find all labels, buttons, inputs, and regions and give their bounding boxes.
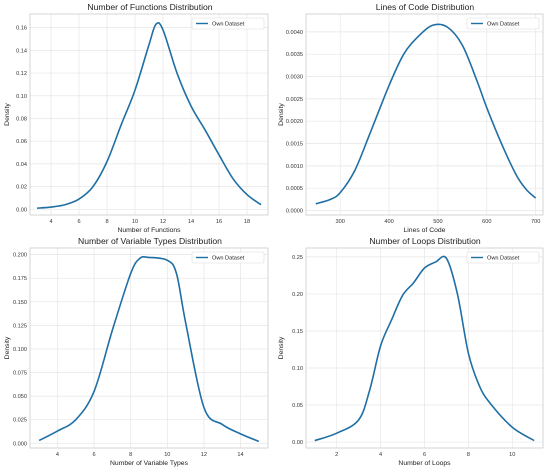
y-tick-label: 0.02 [16,185,27,191]
series-line-1 [314,255,535,442]
legend-label: Own Dataset [212,256,245,262]
y-tick-label: 0.050 [13,394,27,400]
y-axis-label: Density [4,336,11,359]
legend-box [191,251,265,264]
plot-area [306,14,543,215]
y-tick-label: 0.00 [16,207,27,213]
chart-title: Number of Loops Distribution [369,236,481,246]
y-tick-label: 0.15 [292,329,303,335]
x-tick-label: 12 [201,452,207,458]
plot-frame [305,13,544,216]
legend-label: Own Dataset [487,22,520,28]
y-tick-label: 0.10 [16,94,27,100]
series-line-1 [36,22,262,209]
plot-area [30,14,268,215]
series-line-1 [38,255,260,443]
legend-box [466,17,540,30]
x-tick-label: 300 [336,219,345,225]
chart-panel-2: 300 400 500 600 700 0.0000 0.0005 0.0010 0.0015 0… [278,2,544,234]
y-tick-label: 0.025 [13,418,27,424]
x-tick-label: 6 [93,452,96,458]
legend-box [466,251,540,264]
y-axis-label: Density [278,103,285,126]
x-tick-label: 700 [531,219,540,225]
y-tick-label: 0.00 [292,440,303,446]
y-tick-label: 0.04 [16,162,27,168]
plot-area [30,248,268,448]
series-line-1 [315,23,537,205]
y-tick-label: 0.0015 [286,142,303,148]
y-tick-label: 0.14 [16,48,27,54]
chart-panel-4: 2 4 6 8 10 0.00 0.05 0.10 0.15 0.20 0.25 Number of … [278,236,544,467]
legend-label: Own Dataset [487,256,520,262]
chart-title: Number of Functions Distribution [87,2,212,12]
y-tick-label: 0.0030 [286,75,303,81]
y-tick-label: 0.100 [13,347,27,353]
x-tick-label: 400 [384,219,393,225]
x-tick-label: 500 [433,219,442,225]
x-axis-label: Number of Loops [398,460,451,467]
y-tick-label: 0.0020 [286,119,303,125]
y-axis-label: Density [278,336,285,359]
plot-frame [29,13,269,216]
y-tick-label: 0.20 [292,292,303,298]
x-tick-label: 16 [216,219,222,225]
chart-panel-1: 4 6 8 10 12 14 16 18 0.00 0.02 0.04 0.06 0.08 0.10 0.1… [4,2,269,234]
x-axis-label: Number of Variable Types [110,460,189,467]
y-tick-label: 0.0000 [286,209,303,215]
x-tick-label: 12 [160,219,166,225]
chart-title: Number of Variable Types Distribution [78,236,222,246]
legend-label: Own Dataset [212,22,245,28]
x-tick-label: 8 [105,219,108,225]
x-tick-label: 8 [129,452,132,458]
legend-box [191,17,265,30]
x-tick-label: 6 [423,452,426,458]
x-tick-label: 600 [482,219,491,225]
y-tick-label: 0.0025 [286,97,303,103]
x-tick-label: 10 [132,219,138,225]
y-tick-label: 0.200 [13,253,27,259]
x-tick-label: 4 [379,452,382,458]
y-tick-label: 0.175 [13,276,27,282]
x-axis-label: Number of Functions [117,227,181,234]
plot-frame [29,247,269,449]
y-tick-label: 0.0010 [286,164,303,170]
x-tick-label: 14 [237,452,243,458]
x-tick-label: 10 [164,452,170,458]
y-tick-label: 0.150 [13,300,27,306]
y-tick-label: 0.0035 [286,52,303,58]
y-tick-label: 0.06 [16,139,27,145]
y-tick-label: 0.0005 [286,186,303,192]
y-tick-label: 0.16 [16,26,27,32]
y-tick-label: 0.08 [16,116,27,122]
y-tick-label: 0.0040 [286,30,303,36]
y-tick-label: 0.05 [292,403,303,409]
x-tick-label: 10 [509,452,515,458]
y-axis-label: Density [4,103,11,126]
x-tick-label: 14 [188,219,194,225]
x-tick-label: 2 [335,452,338,458]
x-tick-label: 6 [77,219,80,225]
x-tick-label: 4 [56,452,59,458]
y-tick-label: 0.12 [16,71,27,77]
x-tick-label: 4 [49,219,52,225]
y-tick-label: 0.125 [13,323,27,329]
chart-panel-3: 4 6 8 10 12 14 0.000 0.025 0.050 0.075 0.100 0.125 0… [4,236,269,467]
x-axis-label: Lines of Code [404,227,446,234]
chart-title: Lines of Code Distribution [376,2,475,12]
y-tick-label: 0.075 [13,371,27,377]
x-tick-label: 8 [467,452,470,458]
x-tick-label: 18 [244,219,250,225]
y-tick-label: 0.25 [292,255,303,261]
plot-frame [305,247,544,449]
y-tick-label: 0.000 [13,441,27,447]
y-tick-label: 0.10 [292,366,303,372]
